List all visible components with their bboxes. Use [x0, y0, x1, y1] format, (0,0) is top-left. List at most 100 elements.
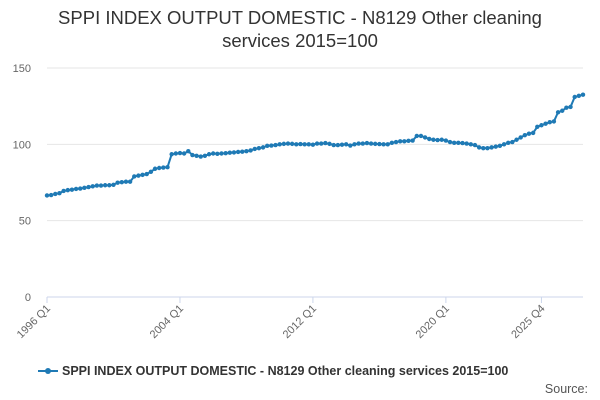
- legend-label: SPPI INDEX OUTPUT DOMESTIC - N8129 Other…: [62, 364, 509, 378]
- data-point: [451, 140, 457, 146]
- data-point: [530, 130, 536, 136]
- data-point: [294, 142, 299, 147]
- data-point: [497, 143, 503, 149]
- data-point: [564, 105, 569, 110]
- data-point: [281, 141, 287, 147]
- data-point: [518, 135, 523, 140]
- data-point: [215, 151, 220, 156]
- data-point: [377, 141, 382, 147]
- data-point: [273, 142, 278, 148]
- data-point: [447, 139, 453, 145]
- data-point: [464, 141, 469, 146]
- data-point: [306, 142, 311, 147]
- data-point: [181, 151, 187, 156]
- data-point: [102, 183, 108, 188]
- data-point: [98, 183, 104, 188]
- data-point: [402, 139, 407, 144]
- x-tick-label: 2020 Q1: [414, 303, 452, 341]
- data-point: [555, 110, 561, 115]
- data-point: [368, 141, 374, 146]
- data-point: [343, 142, 349, 147]
- data-point: [489, 145, 494, 150]
- data-point: [186, 149, 191, 154]
- data-point: [414, 133, 419, 139]
- data-point: [472, 142, 478, 148]
- y-tick-label: 50: [19, 216, 31, 228]
- data-point: [364, 140, 370, 146]
- data-point: [381, 142, 386, 147]
- y-tick-label: 100: [13, 139, 31, 151]
- data-point: [576, 93, 582, 98]
- data-point: [86, 184, 91, 190]
- data-point: [406, 138, 411, 144]
- data-point: [323, 140, 328, 146]
- data-point: [82, 185, 87, 191]
- data-point: [44, 193, 50, 198]
- data-point: [319, 141, 324, 146]
- data-point: [431, 137, 436, 142]
- data-point: [202, 153, 208, 158]
- data-point: [73, 186, 79, 192]
- legend-item[interactable]: SPPI INDEX OUTPUT DOMESTIC - N8129 Other…: [38, 364, 508, 378]
- y-tick-label: 0: [25, 292, 31, 304]
- data-point: [156, 165, 162, 171]
- data-point: [418, 133, 424, 139]
- x-tick-label: 2004 Q1: [148, 303, 186, 341]
- data-point: [339, 142, 345, 147]
- data-point: [476, 145, 482, 150]
- data-point: [244, 149, 249, 154]
- chart-title-line-1: SPPI INDEX OUTPUT DOMESTIC - N8129 Other…: [58, 7, 542, 28]
- x-tick-label: 2012 Q1: [281, 303, 319, 341]
- data-point: [65, 187, 70, 193]
- data-point: [211, 151, 216, 156]
- data-point: [53, 191, 58, 197]
- data-point: [252, 146, 257, 152]
- data-point: [373, 141, 378, 147]
- data-point: [198, 154, 203, 159]
- data-point: [331, 142, 336, 148]
- data-point: [90, 184, 95, 189]
- data-point: [161, 165, 166, 170]
- data-point: [360, 141, 365, 146]
- data-point: [136, 173, 141, 178]
- data-point: [94, 183, 100, 188]
- data-point: [227, 150, 233, 155]
- data-point: [115, 180, 120, 185]
- legend-line-marker-icon: [38, 368, 58, 374]
- data-point: [61, 188, 66, 194]
- data-point: [314, 141, 320, 146]
- data-point: [248, 148, 253, 153]
- data-point: [240, 149, 245, 154]
- data-point: [539, 123, 544, 128]
- data-point: [173, 151, 179, 156]
- data-point: [235, 149, 241, 155]
- data-point: [506, 140, 511, 146]
- data-point: [285, 141, 291, 146]
- x-tick-label: 2025 Q4: [509, 303, 547, 341]
- data-point: [219, 151, 224, 156]
- data-point: [572, 94, 577, 100]
- data-point: [547, 119, 552, 125]
- data-point: [580, 92, 586, 97]
- data-point: [460, 140, 465, 146]
- data-point: [393, 139, 399, 145]
- data-point: [385, 142, 390, 147]
- data-point: [568, 104, 573, 110]
- data-point: [260, 145, 266, 150]
- data-point: [543, 121, 548, 126]
- data-point: [352, 142, 357, 147]
- data-point: [443, 138, 449, 143]
- data-point: [169, 152, 174, 157]
- data-point: [551, 119, 557, 124]
- data-point: [435, 137, 440, 143]
- data-point: [560, 108, 565, 113]
- data-point: [514, 137, 519, 142]
- data-point: [410, 138, 415, 143]
- data-point: [289, 141, 295, 147]
- data-point: [535, 124, 540, 129]
- data-point: [327, 141, 332, 147]
- data-point: [190, 152, 195, 158]
- data-point: [119, 179, 124, 185]
- data-point: [231, 150, 237, 155]
